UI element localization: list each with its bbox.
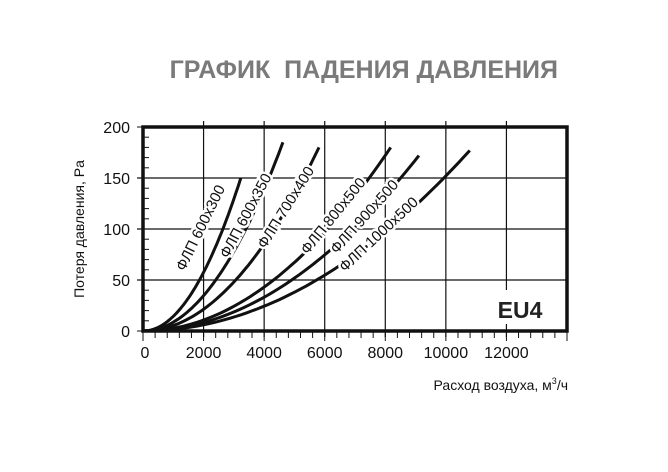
series-lines — [142, 141, 471, 333]
x-tick-label: 6000 — [307, 345, 343, 362]
series-line — [142, 149, 471, 333]
x-tick-label: 10000 — [424, 345, 469, 362]
y-tick-label: 150 — [103, 171, 130, 188]
y-axis-label: Потеря давления, Pa — [71, 160, 87, 298]
x-axis-label-sup: 3 — [552, 376, 557, 386]
x-tick-label: 8000 — [367, 345, 403, 362]
y-tick-label: 0 — [121, 324, 130, 341]
x-tick-label: 0 — [141, 345, 150, 362]
grid — [137, 121, 567, 337]
y-tick-label: 50 — [112, 273, 130, 290]
series-line — [142, 146, 321, 333]
y-tick-label: 200 — [103, 120, 130, 137]
x-axis-label-tail: /ч — [557, 377, 568, 393]
series-line — [143, 177, 243, 333]
x-tick-label: 12000 — [484, 345, 529, 362]
plot-frame — [141, 125, 569, 333]
y-tick-label: 100 — [103, 222, 130, 239]
x-axis-label: Расход воздуха, м3/ч — [434, 376, 568, 393]
eu4-badge: EU4 — [498, 297, 543, 323]
badge-background — [490, 290, 550, 324]
x-tick-label: 4000 — [246, 345, 282, 362]
x-tick-label: 2000 — [186, 345, 222, 362]
series-line — [142, 141, 285, 333]
x-axis-label-base: Расход воздуха, м — [434, 377, 552, 393]
series-label: ФЛП 600x300 — [173, 182, 229, 273]
chart-title: ГРАФИК ПАДЕНИЯ ДАВЛЕНИЯ — [170, 56, 558, 84]
axis-ticks: 0 2000 4000 6000 8000 10000 12000 0 50 100 150 200 — [103, 120, 568, 362]
